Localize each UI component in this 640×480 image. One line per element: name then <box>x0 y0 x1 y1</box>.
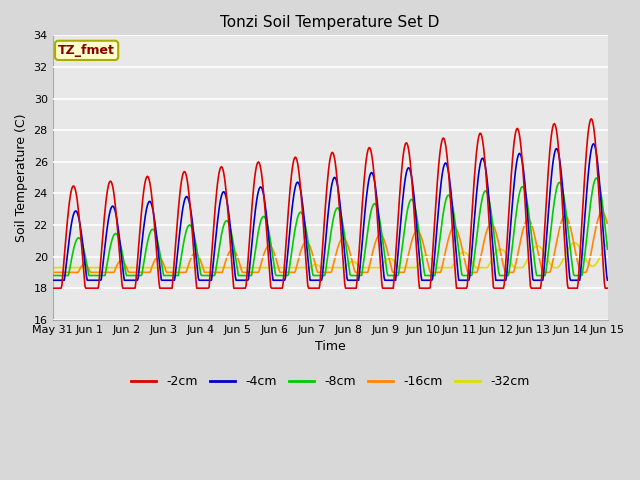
-16cm <box>376 232 383 238</box>
Text: TZ_fmet: TZ_fmet <box>58 44 115 57</box>
-2cm <box>171 257 179 263</box>
Line: -16cm: -16cm <box>52 212 607 272</box>
-4cm <box>590 141 598 147</box>
-32cm <box>49 265 56 271</box>
-4cm <box>49 277 56 283</box>
-16cm <box>553 239 561 245</box>
-4cm <box>604 277 611 283</box>
-32cm <box>376 265 383 271</box>
-8cm <box>430 273 438 278</box>
-4cm <box>322 240 330 245</box>
-8cm <box>604 246 611 252</box>
-8cm <box>49 273 56 278</box>
-2cm <box>376 246 383 252</box>
-16cm <box>195 253 202 259</box>
-16cm <box>430 269 438 275</box>
Line: -8cm: -8cm <box>52 178 607 276</box>
-2cm <box>49 285 56 291</box>
X-axis label: Time: Time <box>315 340 346 353</box>
-32cm <box>430 260 438 265</box>
-32cm <box>195 265 202 271</box>
-2cm <box>553 129 561 134</box>
Line: -4cm: -4cm <box>52 144 607 280</box>
-4cm <box>376 222 383 228</box>
-8cm <box>322 269 330 275</box>
-8cm <box>376 215 383 221</box>
Legend: -2cm, -4cm, -8cm, -16cm, -32cm: -2cm, -4cm, -8cm, -16cm, -32cm <box>126 370 534 393</box>
-16cm <box>598 209 606 215</box>
-4cm <box>171 277 179 283</box>
-2cm <box>322 203 330 208</box>
-4cm <box>553 146 561 152</box>
-16cm <box>171 269 179 275</box>
Line: -32cm: -32cm <box>52 242 607 268</box>
-16cm <box>604 222 611 228</box>
-16cm <box>49 269 56 275</box>
-8cm <box>553 186 561 192</box>
-32cm <box>553 265 561 271</box>
-8cm <box>593 175 600 181</box>
-32cm <box>171 265 179 271</box>
-8cm <box>171 273 179 278</box>
-2cm <box>430 228 438 233</box>
-2cm <box>195 285 202 291</box>
-32cm <box>322 265 330 271</box>
-8cm <box>195 256 202 262</box>
-2cm <box>588 116 595 122</box>
-4cm <box>195 275 202 281</box>
Title: Tonzi Soil Temperature Set D: Tonzi Soil Temperature Set D <box>220 15 440 30</box>
Y-axis label: Soil Temperature (C): Soil Temperature (C) <box>15 113 28 242</box>
-4cm <box>430 259 438 265</box>
Line: -2cm: -2cm <box>52 119 607 288</box>
-2cm <box>604 285 611 291</box>
-32cm <box>604 240 611 245</box>
-16cm <box>322 269 330 275</box>
